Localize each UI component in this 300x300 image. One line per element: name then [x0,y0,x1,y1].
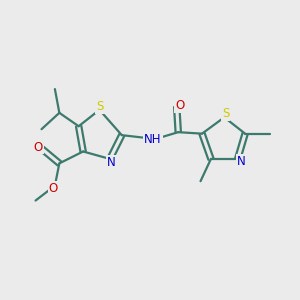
Text: N: N [237,155,246,168]
Text: NH: NH [144,133,162,146]
Text: O: O [175,99,184,112]
Text: N: N [107,156,116,169]
Text: S: S [222,107,230,120]
Text: O: O [33,140,43,154]
Text: S: S [96,100,104,113]
Text: O: O [49,182,58,195]
